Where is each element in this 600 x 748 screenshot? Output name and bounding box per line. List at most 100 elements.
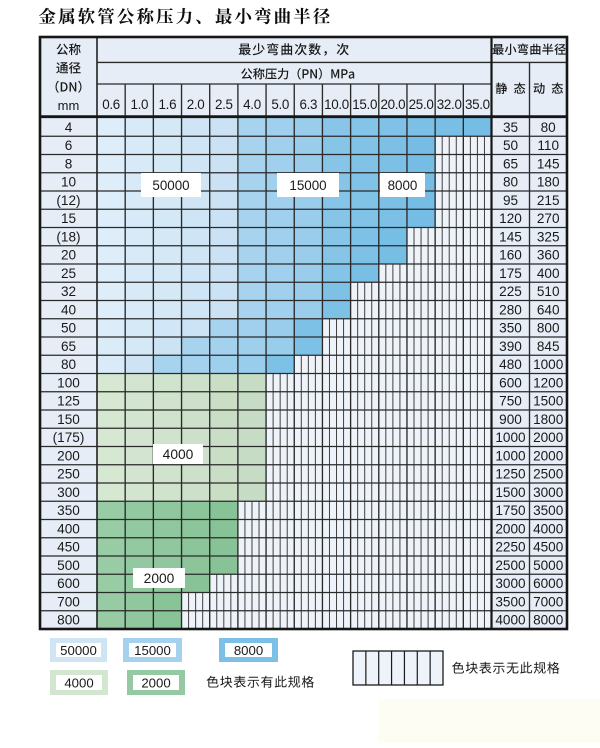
- svg-text:400: 400: [537, 266, 560, 281]
- svg-text:10: 10: [61, 175, 77, 190]
- svg-text:225: 225: [499, 284, 522, 299]
- svg-text:6000: 6000: [533, 576, 564, 591]
- svg-text:15: 15: [61, 211, 76, 226]
- svg-text:1500: 1500: [495, 485, 526, 500]
- svg-text:160: 160: [499, 248, 522, 263]
- svg-text:2.5: 2.5: [215, 97, 233, 112]
- svg-text:270: 270: [537, 211, 560, 226]
- svg-text:(18): (18): [56, 230, 80, 245]
- svg-text:150: 150: [57, 412, 80, 427]
- svg-text:400: 400: [57, 522, 80, 537]
- svg-text:95: 95: [503, 193, 518, 208]
- svg-text:1250: 1250: [495, 467, 526, 482]
- svg-text:50000: 50000: [152, 178, 189, 193]
- svg-text:280: 280: [499, 303, 522, 318]
- svg-text:10.0: 10.0: [324, 97, 349, 112]
- svg-text:4000: 4000: [533, 522, 564, 537]
- svg-text:750: 750: [499, 394, 522, 409]
- svg-text:15000: 15000: [289, 178, 326, 193]
- svg-text:20: 20: [61, 248, 77, 263]
- svg-text:35.0: 35.0: [465, 97, 490, 112]
- svg-text:1800: 1800: [533, 412, 564, 427]
- svg-text:250: 250: [57, 467, 80, 482]
- svg-text:6: 6: [65, 138, 73, 153]
- svg-text:4: 4: [65, 120, 73, 135]
- svg-text:4.0: 4.0: [243, 97, 261, 112]
- svg-text:8000: 8000: [533, 613, 564, 628]
- svg-text:450: 450: [57, 540, 80, 555]
- svg-text:500: 500: [57, 558, 80, 573]
- svg-text:200: 200: [57, 449, 80, 464]
- svg-text:1500: 1500: [533, 394, 564, 409]
- svg-text:4000: 4000: [163, 447, 194, 462]
- svg-text:900: 900: [499, 412, 522, 427]
- svg-text:6.3: 6.3: [299, 97, 317, 112]
- svg-text:2250: 2250: [495, 540, 526, 555]
- svg-text:8: 8: [65, 157, 73, 172]
- svg-text:325: 325: [537, 230, 560, 245]
- svg-text:80: 80: [541, 120, 557, 135]
- svg-text:700: 700: [57, 595, 80, 610]
- svg-text:480: 480: [499, 357, 522, 372]
- svg-text:3000: 3000: [495, 576, 526, 591]
- svg-text:2000: 2000: [533, 430, 564, 445]
- svg-text:510: 510: [537, 284, 560, 299]
- svg-text:145: 145: [537, 157, 560, 172]
- svg-text:1000: 1000: [495, 449, 526, 464]
- svg-text:2.0: 2.0: [187, 97, 205, 112]
- svg-text:32: 32: [61, 284, 76, 299]
- svg-text:1200: 1200: [533, 376, 564, 391]
- svg-text:120: 120: [499, 211, 522, 226]
- svg-text:50: 50: [61, 321, 77, 336]
- svg-text:2000: 2000: [533, 449, 564, 464]
- svg-text:4000: 4000: [64, 675, 93, 690]
- svg-text:5.0: 5.0: [271, 97, 289, 112]
- svg-text:32.0: 32.0: [437, 97, 462, 112]
- svg-text:8000: 8000: [388, 178, 418, 193]
- svg-text:3500: 3500: [533, 503, 564, 518]
- svg-text:2000: 2000: [141, 675, 170, 690]
- svg-text:600: 600: [57, 576, 80, 591]
- svg-text:3000: 3000: [533, 485, 564, 500]
- svg-text:175: 175: [499, 266, 522, 281]
- svg-text:mm: mm: [58, 98, 80, 113]
- svg-text:(12): (12): [56, 193, 80, 208]
- svg-text:4000: 4000: [495, 613, 526, 628]
- svg-text:8000: 8000: [234, 643, 263, 658]
- svg-text:25.0: 25.0: [409, 97, 434, 112]
- svg-text:5000: 5000: [533, 558, 564, 573]
- svg-text:80: 80: [503, 175, 519, 190]
- svg-text:1.0: 1.0: [130, 97, 148, 112]
- svg-text:800: 800: [57, 613, 80, 628]
- svg-text:1000: 1000: [533, 357, 564, 372]
- svg-text:145: 145: [499, 230, 522, 245]
- svg-text:25: 25: [61, 266, 76, 281]
- svg-text:2500: 2500: [495, 558, 526, 573]
- svg-text:1.6: 1.6: [159, 97, 177, 112]
- svg-text:1750: 1750: [495, 503, 526, 518]
- svg-text:3500: 3500: [495, 595, 526, 610]
- svg-text:100: 100: [57, 376, 80, 391]
- svg-text:20.0: 20.0: [380, 97, 405, 112]
- svg-text:40: 40: [61, 303, 77, 318]
- svg-text:215: 215: [537, 193, 560, 208]
- svg-text:640: 640: [537, 303, 560, 318]
- svg-text:1000: 1000: [495, 430, 526, 445]
- svg-text:35: 35: [503, 120, 518, 135]
- svg-text:7000: 7000: [533, 595, 564, 610]
- svg-text:350: 350: [499, 321, 522, 336]
- svg-text:125: 125: [57, 394, 80, 409]
- svg-text:2000: 2000: [495, 522, 526, 537]
- svg-text:2500: 2500: [533, 467, 564, 482]
- svg-text:180: 180: [537, 175, 560, 190]
- svg-text:65: 65: [503, 157, 518, 172]
- svg-text:65: 65: [61, 339, 76, 354]
- svg-text:(175): (175): [53, 430, 85, 445]
- svg-text:360: 360: [537, 248, 560, 263]
- svg-text:600: 600: [499, 376, 522, 391]
- svg-text:390: 390: [499, 339, 522, 354]
- svg-text:350: 350: [57, 503, 80, 518]
- svg-text:15.0: 15.0: [352, 97, 377, 112]
- svg-text:845: 845: [537, 339, 560, 354]
- svg-text:0.6: 0.6: [102, 97, 120, 112]
